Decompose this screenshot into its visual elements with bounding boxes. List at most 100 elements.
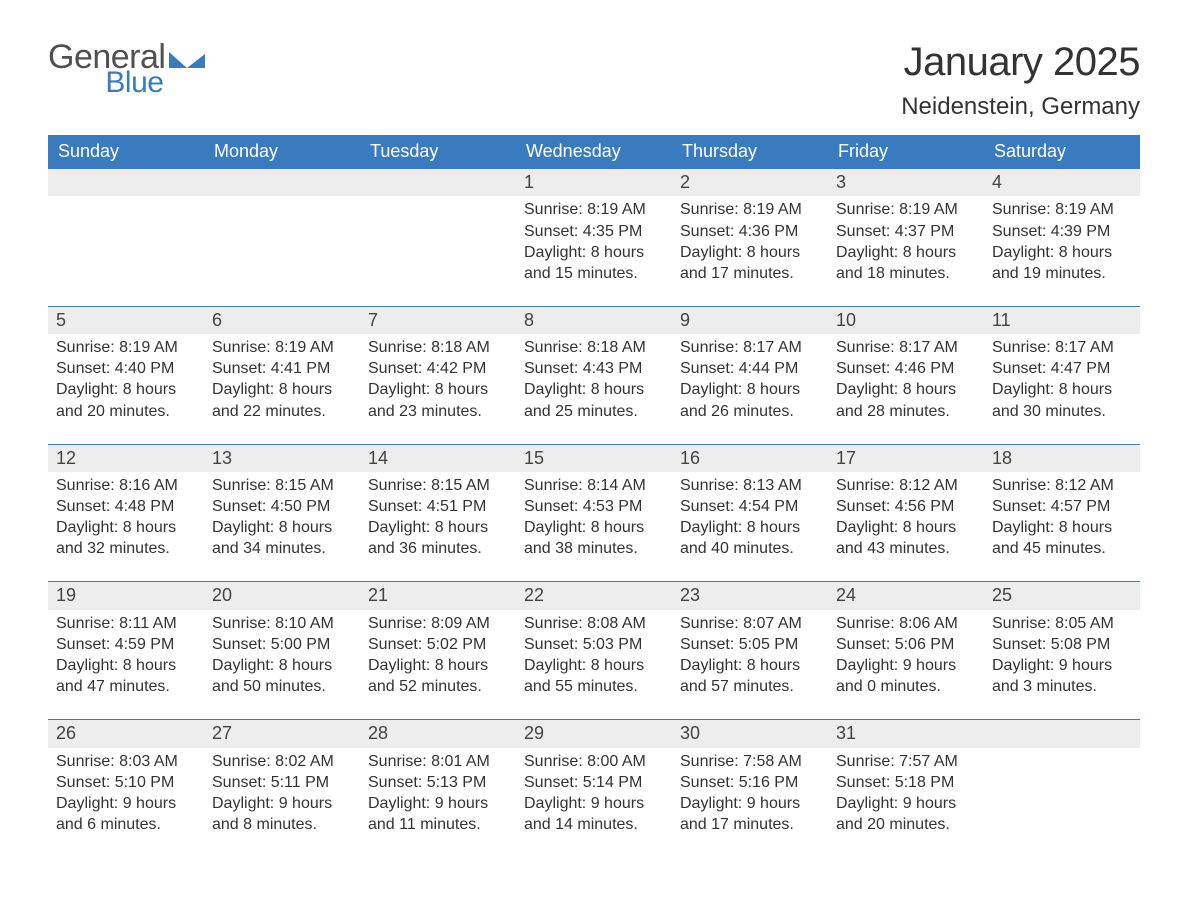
day-cell-body: Sunrise: 8:17 AMSunset: 4:44 PMDaylight:…: [672, 334, 828, 444]
daylight-line-2: and 6 minutes.: [56, 814, 196, 835]
daylight-line-2: and 15 minutes.: [524, 263, 664, 284]
day-number: 30: [672, 720, 828, 747]
sunset-line: Sunset: 4:51 PM: [368, 496, 508, 517]
sunrise-line: Sunrise: 8:08 AM: [524, 613, 664, 634]
sunset-line: Sunset: 4:57 PM: [992, 496, 1132, 517]
day-number: 23: [672, 582, 828, 609]
day-details: Sunrise: 8:15 AMSunset: 4:50 PMDaylight:…: [212, 475, 352, 559]
day-cell-number: 8: [516, 306, 672, 334]
sunset-line: Sunset: 4:59 PM: [56, 634, 196, 655]
sunrise-line: Sunrise: 8:19 AM: [680, 199, 820, 220]
day-cell-body: Sunrise: 8:03 AMSunset: 5:10 PMDaylight:…: [48, 748, 204, 857]
day-details: Sunrise: 8:02 AMSunset: 5:11 PMDaylight:…: [212, 751, 352, 835]
day-number: 1: [516, 169, 672, 196]
daylight-line-1: Daylight: 8 hours: [836, 242, 976, 263]
day-cell-body: Sunrise: 8:18 AMSunset: 4:43 PMDaylight:…: [516, 334, 672, 444]
sunrise-line: Sunrise: 8:13 AM: [680, 475, 820, 496]
day-cell-number: 17: [828, 444, 984, 472]
day-cell-number: 5: [48, 306, 204, 334]
day-cell-number: 11: [984, 306, 1140, 334]
sunset-line: Sunset: 4:42 PM: [368, 358, 508, 379]
daylight-line-2: and 36 minutes.: [368, 538, 508, 559]
day-details: Sunrise: 8:09 AMSunset: 5:02 PMDaylight:…: [368, 613, 508, 697]
day-details: Sunrise: 8:18 AMSunset: 4:42 PMDaylight:…: [368, 337, 508, 421]
daylight-line-1: Daylight: 8 hours: [680, 655, 820, 676]
day-cell-body: Sunrise: 8:15 AMSunset: 4:50 PMDaylight:…: [204, 472, 360, 582]
daylight-line-1: Daylight: 8 hours: [836, 517, 976, 538]
day-cell-number: 23: [672, 582, 828, 610]
day-cell-number: 20: [204, 582, 360, 610]
day-details: Sunrise: 8:03 AMSunset: 5:10 PMDaylight:…: [56, 751, 196, 835]
day-cell-body: Sunrise: 7:58 AMSunset: 5:16 PMDaylight:…: [672, 748, 828, 857]
sunrise-line: Sunrise: 8:10 AM: [212, 613, 352, 634]
day-number: [360, 169, 516, 193]
day-cell-body: Sunrise: 8:06 AMSunset: 5:06 PMDaylight:…: [828, 610, 984, 720]
logo-text: General Blue: [48, 40, 165, 98]
day-cell-number: [48, 169, 204, 197]
sunrise-line: Sunrise: 8:12 AM: [992, 475, 1132, 496]
day-details: Sunrise: 8:19 AMSunset: 4:35 PMDaylight:…: [524, 199, 664, 283]
day-cell-number: 3: [828, 169, 984, 197]
sunrise-line: Sunrise: 8:16 AM: [56, 475, 196, 496]
day-number: 21: [360, 582, 516, 609]
daylight-line-2: and 26 minutes.: [680, 401, 820, 422]
sunset-line: Sunset: 4:41 PM: [212, 358, 352, 379]
day-cell-number: 16: [672, 444, 828, 472]
day-cell-body: [204, 196, 360, 306]
day-cell-body: Sunrise: 8:17 AMSunset: 4:47 PMDaylight:…: [984, 334, 1140, 444]
day-details: Sunrise: 8:19 AMSunset: 4:39 PMDaylight:…: [992, 199, 1132, 283]
daylight-line-1: Daylight: 9 hours: [992, 655, 1132, 676]
sunset-line: Sunset: 5:18 PM: [836, 772, 976, 793]
day-cell-number: 29: [516, 720, 672, 748]
day-cell-body: Sunrise: 8:19 AMSunset: 4:41 PMDaylight:…: [204, 334, 360, 444]
day-number: [48, 169, 204, 193]
day-details: Sunrise: 8:14 AMSunset: 4:53 PMDaylight:…: [524, 475, 664, 559]
title-block: January 2025 Neidenstein, Germany: [901, 40, 1140, 131]
day-cell-number: 26: [48, 720, 204, 748]
daylight-line-1: Daylight: 8 hours: [212, 517, 352, 538]
sunrise-line: Sunrise: 8:19 AM: [524, 199, 664, 220]
day-details: Sunrise: 8:07 AMSunset: 5:05 PMDaylight:…: [680, 613, 820, 697]
day-cell-body: Sunrise: 8:08 AMSunset: 5:03 PMDaylight:…: [516, 610, 672, 720]
day-cell-body: [360, 196, 516, 306]
day-cell-number: 9: [672, 306, 828, 334]
daynum-row: 12131415161718: [48, 444, 1140, 472]
daynum-row: 19202122232425: [48, 582, 1140, 610]
day-cell-body: Sunrise: 8:01 AMSunset: 5:13 PMDaylight:…: [360, 748, 516, 857]
daylight-line-1: Daylight: 9 hours: [212, 793, 352, 814]
day-cell-body: [48, 196, 204, 306]
day-cell-number: 30: [672, 720, 828, 748]
day-number: 11: [984, 307, 1140, 334]
day-number: 3: [828, 169, 984, 196]
weekday-header: Monday: [204, 135, 360, 169]
sunrise-line: Sunrise: 8:14 AM: [524, 475, 664, 496]
sunrise-line: Sunrise: 8:15 AM: [212, 475, 352, 496]
day-cell-number: 22: [516, 582, 672, 610]
weekday-header: Tuesday: [360, 135, 516, 169]
daylight-line-2: and 17 minutes.: [680, 263, 820, 284]
daylight-line-1: Daylight: 8 hours: [992, 242, 1132, 263]
day-number: [204, 169, 360, 193]
day-number: 26: [48, 720, 204, 747]
daylight-line-2: and 40 minutes.: [680, 538, 820, 559]
day-details: Sunrise: 8:17 AMSunset: 4:44 PMDaylight:…: [680, 337, 820, 421]
day-details: Sunrise: 8:01 AMSunset: 5:13 PMDaylight:…: [368, 751, 508, 835]
day-number: 13: [204, 445, 360, 472]
daylight-line-2: and 34 minutes.: [212, 538, 352, 559]
daylight-line-1: Daylight: 8 hours: [680, 379, 820, 400]
logo: General Blue: [48, 40, 205, 98]
daylight-line-2: and 43 minutes.: [836, 538, 976, 559]
daybody-row: Sunrise: 8:03 AMSunset: 5:10 PMDaylight:…: [48, 748, 1140, 857]
day-cell-body: Sunrise: 8:12 AMSunset: 4:56 PMDaylight:…: [828, 472, 984, 582]
sunrise-line: Sunrise: 7:57 AM: [836, 751, 976, 772]
daylight-line-1: Daylight: 8 hours: [368, 655, 508, 676]
daylight-line-2: and 52 minutes.: [368, 676, 508, 697]
daylight-line-2: and 45 minutes.: [992, 538, 1132, 559]
day-details: Sunrise: 7:57 AMSunset: 5:18 PMDaylight:…: [836, 751, 976, 835]
day-number: 19: [48, 582, 204, 609]
daylight-line-2: and 19 minutes.: [992, 263, 1132, 284]
daylight-line-1: Daylight: 8 hours: [212, 379, 352, 400]
day-number: 14: [360, 445, 516, 472]
sunrise-line: Sunrise: 8:07 AM: [680, 613, 820, 634]
day-cell-body: [984, 748, 1140, 857]
